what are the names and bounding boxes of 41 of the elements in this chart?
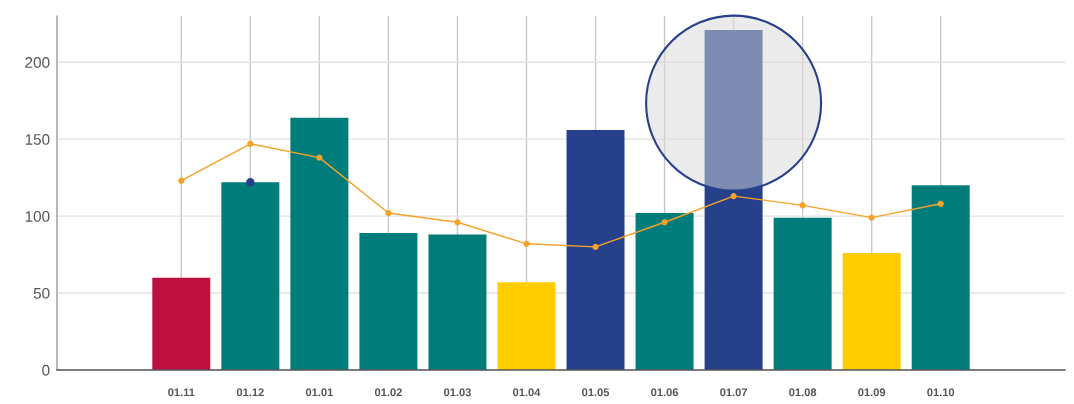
bar [152, 277, 211, 370]
y-tick-label: 50 [33, 287, 50, 299]
x-tick-label: 01.02 [374, 388, 402, 397]
x-tick-label: 01.06 [651, 388, 679, 397]
point [316, 154, 323, 161]
point [730, 192, 737, 200]
x-tick-label: 01.05 [582, 388, 610, 397]
point [937, 200, 944, 207]
point [178, 177, 185, 184]
bar [428, 234, 487, 370]
y-tick-label: 150 [25, 134, 50, 145]
point [385, 209, 392, 217]
bar [566, 129, 625, 370]
point [799, 202, 806, 209]
x-tick-label: 01.01 [305, 388, 333, 397]
point [523, 240, 530, 247]
x-tick-label: 01.09 [858, 388, 886, 397]
x-tick-label: 01.08 [789, 388, 817, 397]
point [661, 219, 668, 226]
x-tick-label: 01.04 [513, 388, 541, 397]
bar [221, 182, 280, 370]
x-tick-label: 01.03 [443, 388, 471, 397]
bar [359, 233, 418, 370]
x-tick-label: 01.10 [927, 388, 955, 397]
bar [635, 213, 694, 370]
point [247, 140, 254, 147]
x-tick-label: 01.11 [168, 388, 195, 397]
y-tick-label: 200 [25, 57, 50, 68]
y-tick-label: 0 [42, 364, 50, 376]
x-tick-label: 01.12 [236, 388, 264, 397]
x-tick-label: 01.07 [720, 388, 748, 397]
bar [290, 117, 349, 370]
bar [842, 253, 901, 370]
bar [911, 185, 970, 370]
bar [497, 282, 556, 370]
y-tick-label: 100 [25, 210, 50, 222]
point [454, 219, 461, 226]
point [868, 214, 875, 221]
point [246, 178, 255, 187]
point [592, 243, 599, 251]
bar [773, 217, 832, 370]
